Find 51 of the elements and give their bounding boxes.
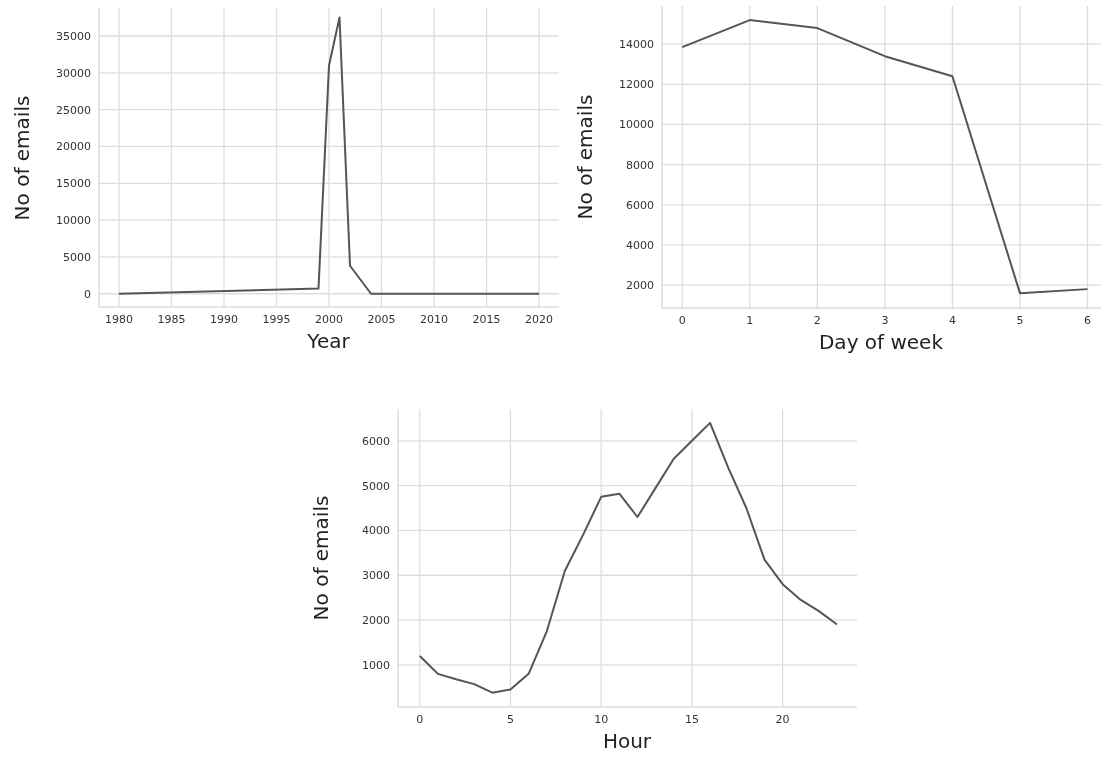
y-axis-title: No of emails [572, 94, 598, 220]
x-tick-label: 20 [775, 712, 790, 726]
x-tick-label: 2015 [472, 312, 501, 326]
y-tick-label: 5000 [63, 250, 91, 264]
y-tick-label: 5000 [362, 479, 390, 493]
x-tick-label: 6 [1083, 313, 1091, 327]
x-tick-label: 5 [506, 712, 514, 726]
y-tick-label: 6000 [362, 434, 390, 448]
y-tick-label: 20000 [56, 140, 91, 154]
x-tick-label: 0 [678, 313, 686, 327]
line-series [117, 16, 541, 295]
x-tick-label: 1985 [157, 312, 186, 326]
x-tick-label: 10 [594, 712, 609, 726]
x-tick-label: 0 [416, 712, 424, 726]
y-tick-label: 6000 [626, 198, 654, 212]
y-tick-label: 10000 [619, 118, 654, 132]
y-tick-label: 12000 [619, 78, 654, 92]
x-tick-label: 2020 [525, 312, 554, 326]
y-tick-label: 8000 [626, 158, 654, 172]
y-tick-label: 1000 [362, 658, 390, 672]
y-tick-label: 0 [84, 287, 91, 301]
y-tick-label: 14000 [619, 38, 654, 52]
x-tick-label: 2 [813, 313, 821, 327]
y-tick-label: 2000 [362, 613, 390, 627]
line-series [418, 421, 839, 694]
y-axis-title: No of emails [308, 495, 334, 621]
x-tick-label: 1995 [262, 312, 291, 326]
x-tick-label: 4 [948, 313, 956, 327]
x-axis-title: Day of week [817, 329, 944, 355]
x-tick-label: 3 [881, 313, 889, 327]
y-axis-title: No of emails [9, 95, 35, 220]
y-tick-label: 25000 [56, 103, 91, 117]
x-tick-label: 1 [746, 313, 754, 327]
x-tick-label: 2005 [367, 312, 396, 326]
y-tick-label: 35000 [56, 29, 91, 43]
y-tick-label: 3000 [362, 569, 390, 583]
y-tick-label: 15000 [56, 177, 91, 191]
x-tick-label: 1990 [209, 312, 238, 326]
line-series [681, 19, 1089, 295]
x-axis-title: Year [306, 328, 351, 354]
y-tick-label: 10000 [56, 214, 91, 227]
x-tick-label: 1980 [104, 312, 133, 326]
x-tick-label: 15 [684, 712, 699, 726]
x-tick-label: 2000 [315, 312, 343, 326]
y-tick-label: 30000 [56, 66, 91, 80]
y-tick-label: 4000 [626, 238, 654, 252]
x-tick-label: 5 [1016, 313, 1024, 327]
y-tick-label: 4000 [362, 524, 390, 538]
y-tick-label: 2000 [626, 279, 654, 293]
x-tick-label: 2010 [420, 312, 449, 326]
x-axis-title: Hour [601, 728, 653, 754]
